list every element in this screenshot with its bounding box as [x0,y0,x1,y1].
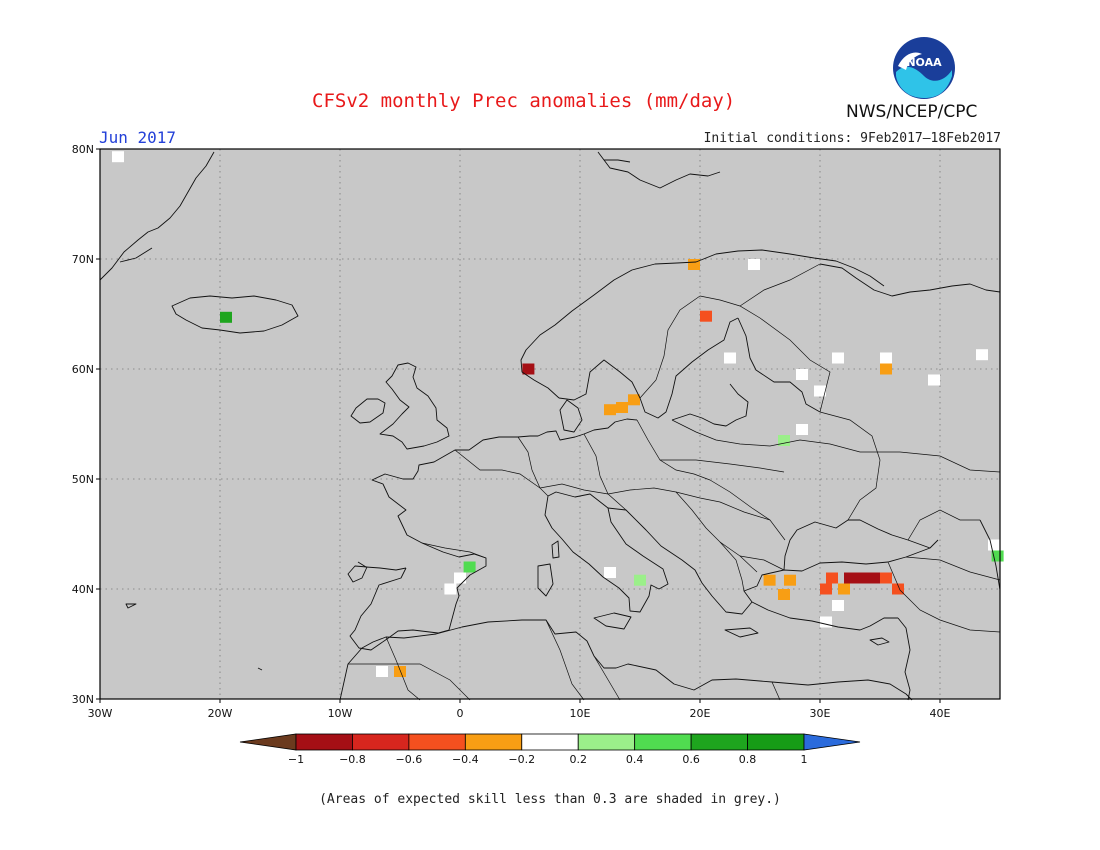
lon-tick-label: 30E [810,707,831,720]
lon-tick-label: 20W [208,707,233,720]
colorbar-label: −0.6 [396,753,423,766]
anomaly-cell [688,259,700,270]
chart-title: CFSv2 monthly Prec anomalies (mm/day) [312,90,736,112]
anomaly-cell [826,572,838,584]
lat-tick-label: 50N [72,473,94,486]
anomaly-cell [988,539,1000,551]
anomaly-cell [820,583,832,595]
map-frame [99,148,1001,700]
map-figure: 30W 20W 10W 0 10E 20E 30E 40E 80N 70N 60N 50N 40N 30N… [72,143,1004,766]
lat-tick-label: 40N [72,583,94,596]
map-background [100,149,1000,699]
map-grid [100,149,1000,699]
anomaly-cell [616,402,628,413]
anomaly-cell [522,363,535,375]
anomaly-cell [778,435,790,446]
lat-tick-label: 80N [72,143,94,156]
colorbar-swatch [464,733,523,751]
lon-tick-label: 0 [457,707,464,720]
colorbar-swatch [521,733,579,751]
anomaly-cell [376,666,388,677]
anomaly-cell [832,352,844,364]
lon-tick-label: 30W [88,707,113,720]
colorbar-label: 0.6 [682,753,700,766]
colorbar-swatch [408,733,466,751]
anomaly-cell [394,666,406,677]
anomaly-cell [634,574,646,586]
anomaly-cell [880,572,892,584]
anomaly-cell [604,567,616,578]
anomaly-cell [763,574,776,586]
lat-tick-label: 30N [72,693,94,706]
anomaly-cells [112,151,1004,677]
colorbar-swatch [690,733,748,751]
anomaly-cell [604,404,616,416]
colorbar-label: −0.2 [508,753,535,766]
colorbar-low-arrow [239,733,297,751]
agency-label: NWS/NCEP/CPC [846,102,978,122]
anomaly-cell [444,583,457,595]
noaa-logo-icon: NOAA [893,37,955,99]
colorbar-label: 0.4 [626,753,644,766]
colorbar-swatch [577,733,636,751]
anomaly-cell [838,583,850,595]
lon-tick-label: 10E [570,707,591,720]
anomaly-cell [856,572,868,584]
colorbar-label: −1 [288,753,304,766]
initial-conditions: Initial conditions: 9Feb2017–18Feb2017 [703,131,1001,146]
forecast-month: Jun 2017 [99,128,177,147]
anomaly-cell [700,310,712,322]
anomaly-cell [784,574,796,586]
lat-tick-label: 70N [72,253,94,266]
colorbar-label: −0.8 [339,753,366,766]
anomaly-cell [454,572,466,584]
anomaly-cell [748,259,760,270]
colorbar-label: 0.2 [569,753,587,766]
colorbar-high-arrow [803,733,861,751]
colorbar-swatch [352,733,410,751]
colorbar-swatch [634,733,692,751]
anomaly-cell [991,550,1004,562]
colorbar-label: −0.4 [452,753,479,766]
anomaly-cell [112,151,124,163]
anomaly-cell [880,363,892,375]
colorbar-legend: −1 −0.8 −0.6 −0.4 −0.2 0.2 0.4 0.6 0.8 1 [239,733,861,766]
skill-footnote: (Areas of expected skill less than 0.3 a… [319,792,781,807]
colorbar-swatch [295,733,353,751]
anomaly-cell [463,561,476,573]
colorbar-swatch [747,733,805,751]
anomaly-cell [796,369,808,380]
anomaly-cell [832,600,844,611]
noaa-logo-text: NOAA [906,56,942,69]
anomaly-cell [820,616,832,628]
anomaly-cell [220,311,232,323]
anomaly-cell [880,352,892,364]
lon-tick-label: 20E [690,707,711,720]
lon-tick-label: 40E [930,707,951,720]
anomaly-cell [976,349,988,361]
anomaly-cell [844,572,856,584]
country-borders [348,263,1001,701]
lat-tick-label: 60N [72,363,94,376]
anomaly-cell [928,374,940,386]
anomaly-cell [778,589,790,600]
anomaly-cell [814,385,826,397]
axis-labels: 30W 20W 10W 0 10E 20E 30E 40E 80N 70N 60N 50N 40N 30N [72,143,951,720]
anomaly-cell [868,572,880,584]
anomaly-cell [892,583,904,595]
anomaly-cell [796,424,808,435]
colorbar-label: 0.8 [739,753,757,766]
colorbar-label: 1 [801,753,808,766]
anomaly-cell [724,352,736,364]
anomaly-cell [628,394,640,406]
lon-tick-label: 10W [328,707,353,720]
